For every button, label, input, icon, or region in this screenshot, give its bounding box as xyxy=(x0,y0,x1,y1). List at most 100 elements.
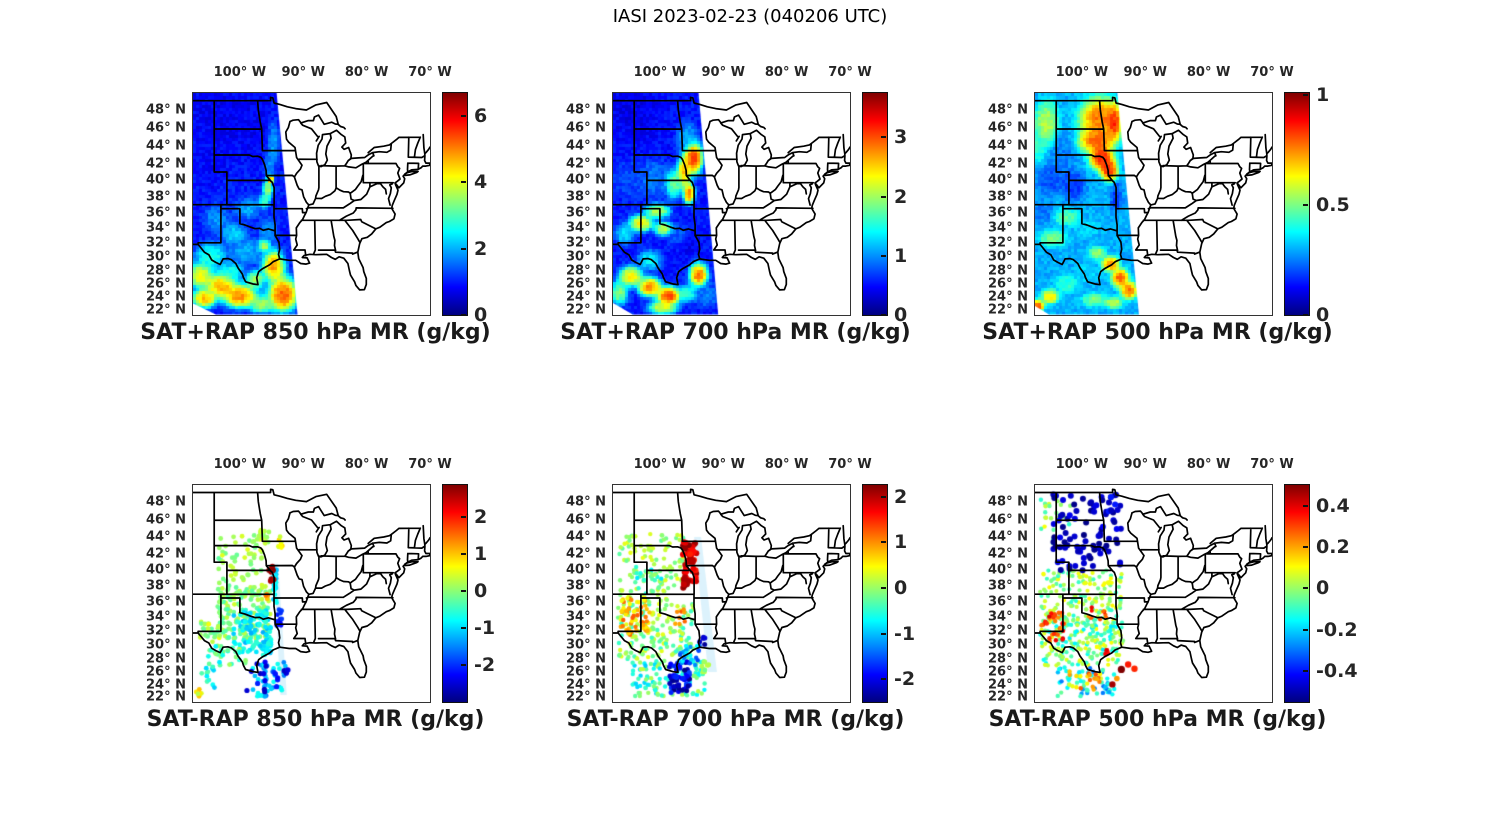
lon-tick-label: 70° W xyxy=(408,457,452,472)
lat-tick-label: 24° N xyxy=(988,289,1028,305)
lat-tick-label: 28° N xyxy=(146,651,186,667)
figure-title: IASI 2023-02-23 (040206 UTC) xyxy=(612,6,888,27)
lat-tick-label: 40° N xyxy=(146,562,186,578)
lat-tick-label: 46° N xyxy=(988,120,1028,136)
lat-tick-label: 30° N xyxy=(566,249,606,265)
colorbar-sat-minus-rap-850 xyxy=(442,484,468,703)
colorbar-tick xyxy=(881,678,886,681)
lat-tick-label: 42° N xyxy=(146,156,186,172)
lat-tick-label: 46° N xyxy=(566,120,606,136)
lon-tick-label: 90° W xyxy=(281,65,325,80)
lat-tick-label: 34° N xyxy=(566,609,606,625)
lat-tick-label: 28° N xyxy=(566,651,606,667)
lat-tick-label: 22° N xyxy=(988,302,1028,318)
lat-tick-label: 24° N xyxy=(146,677,186,693)
lon-tick-label: 90° W xyxy=(701,65,745,80)
lat-tick-label: 48° N xyxy=(146,102,186,118)
map-box-sat-plus-rap-700 xyxy=(612,92,851,316)
panel-title-sat-minus-rap-500: SAT-RAP 500 hPa MR (g/kg) xyxy=(988,707,1327,732)
state-borders-svg xyxy=(193,96,430,291)
lat-tick-label: 24° N xyxy=(146,289,186,305)
lat-tick-label: 44° N xyxy=(988,529,1028,545)
colorbar-tick xyxy=(461,552,466,555)
lat-tick-label: 44° N xyxy=(988,138,1028,154)
lat-tick-label: 26° N xyxy=(566,276,606,292)
colorbar-tick xyxy=(881,495,886,498)
lat-tick-label: 32° N xyxy=(566,235,606,251)
map-box-sat-minus-rap-500 xyxy=(1034,484,1273,703)
lat-tick-label: 34° N xyxy=(146,220,186,236)
panel-title-sat-plus-rap-500: SAT+RAP 500 hPa MR (g/kg) xyxy=(982,320,1333,345)
colorbar-tick-label: 2 xyxy=(894,185,908,208)
lon-tick-label: 80° W xyxy=(1186,457,1231,472)
lat-tick-label: 28° N xyxy=(988,263,1028,279)
lon-tick-label: 80° W xyxy=(344,457,389,472)
lat-tick-label: 42° N xyxy=(988,156,1028,172)
lat-tick-label: 32° N xyxy=(566,623,606,639)
lat-tick-label: 32° N xyxy=(988,235,1028,251)
lat-tick-label: 22° N xyxy=(146,689,186,705)
lat-tick-label: 40° N xyxy=(988,172,1028,188)
colorbar-tick-label: 0 xyxy=(1316,304,1330,326)
lon-tick-label: 70° W xyxy=(1250,65,1294,80)
colorbar-tick-label: 1 xyxy=(1316,84,1330,107)
lat-tick-label: 26° N xyxy=(146,664,186,680)
colorbar-tick-label: 0.5 xyxy=(1316,194,1350,217)
lat-tick-label: 44° N xyxy=(146,138,186,154)
colorbar-sat-minus-rap-700 xyxy=(862,484,888,703)
colorbar-tick-label: -2 xyxy=(894,668,916,691)
lat-tick-label: 32° N xyxy=(988,623,1028,639)
lon-tick-label: 70° W xyxy=(828,65,872,80)
lon-tick-label: 100° W xyxy=(213,457,267,472)
colorbar-tick-label: 2 xyxy=(474,505,488,528)
colorbar-tick-label: -1 xyxy=(474,616,496,639)
panel-title-sat-minus-rap-700: SAT-RAP 700 hPa MR (g/kg) xyxy=(566,707,905,732)
colorbar-tick xyxy=(881,136,886,139)
colorbar-tick xyxy=(461,181,466,184)
lat-tick-label: 26° N xyxy=(146,276,186,292)
colorbar-tick xyxy=(1303,587,1308,590)
lat-tick-label: 38° N xyxy=(566,578,606,594)
lat-tick-label: 38° N xyxy=(566,189,606,205)
colorbar-tick-label: 0 xyxy=(1316,577,1330,600)
colorbar-tick xyxy=(1303,94,1308,97)
colorbar-tick xyxy=(1303,204,1308,207)
colorbar-tick xyxy=(881,314,886,316)
colorbar-tick-label: 3 xyxy=(894,126,908,149)
colorbar-tick xyxy=(881,632,886,635)
colorbar-tick xyxy=(881,254,886,257)
state-borders-svg xyxy=(1035,488,1272,679)
lat-tick-label: 36° N xyxy=(566,594,606,610)
colorbar-tick-label: 1 xyxy=(894,244,908,267)
lat-tick-label: 30° N xyxy=(988,249,1028,265)
colorbar-tick-label: 1 xyxy=(474,542,488,565)
lat-tick-label: 28° N xyxy=(146,263,186,279)
lat-tick-label: 46° N xyxy=(146,120,186,136)
lon-tick-label: 100° W xyxy=(1055,65,1109,80)
state-borders-svg xyxy=(613,96,850,291)
colorbar-sat-plus-rap-850 xyxy=(442,92,468,316)
colorbar-tick-label: 4 xyxy=(474,171,488,194)
lat-tick-label: 44° N xyxy=(146,529,186,545)
lat-tick-label: 44° N xyxy=(566,138,606,154)
lat-tick-label: 42° N xyxy=(988,546,1028,562)
colorbar-sat-plus-rap-500 xyxy=(1284,92,1310,316)
colorbar-tick xyxy=(881,541,886,544)
colorbar-tick-label: 0.4 xyxy=(1316,494,1350,517)
colorbar-tick xyxy=(461,515,466,518)
colorbar-tick xyxy=(461,247,466,250)
lat-tick-label: 34° N xyxy=(146,609,186,625)
lat-tick-label: 48° N xyxy=(988,102,1028,118)
lon-tick-label: 80° W xyxy=(764,457,809,472)
lon-tick-label: 100° W xyxy=(633,65,687,80)
lat-tick-label: 46° N xyxy=(566,512,606,528)
colorbar-sat-plus-rap-700 xyxy=(862,92,888,316)
lat-tick-label: 42° N xyxy=(566,156,606,172)
colorbar-tick xyxy=(461,663,466,666)
colorbar-tick xyxy=(881,587,886,590)
lat-tick-label: 36° N xyxy=(988,594,1028,610)
lon-tick-label: 90° W xyxy=(1123,457,1167,472)
lon-tick-label: 80° W xyxy=(1186,65,1231,80)
lat-tick-label: 26° N xyxy=(566,664,606,680)
lat-tick-label: 28° N xyxy=(566,263,606,279)
